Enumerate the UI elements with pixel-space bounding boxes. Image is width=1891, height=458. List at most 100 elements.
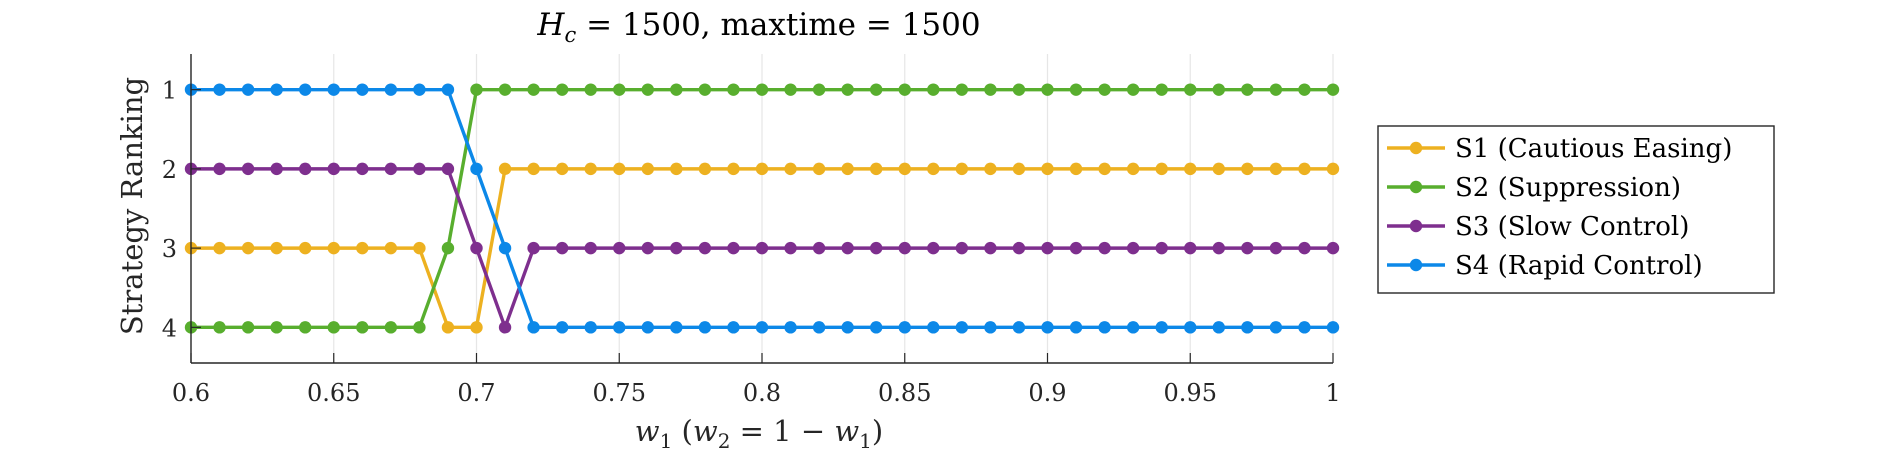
data-point: [384, 321, 398, 334]
data-point: [356, 321, 369, 334]
data-point: [584, 321, 597, 334]
data-point: [470, 83, 483, 96]
data-point: [241, 321, 255, 334]
data-point: [1269, 83, 1283, 96]
data-point: [755, 241, 769, 255]
data-point: [1269, 241, 1283, 255]
data-point: [270, 162, 283, 176]
data-point: [384, 162, 398, 176]
data-point: [1098, 241, 1111, 255]
data-point: [984, 241, 997, 255]
data-point: [1326, 83, 1340, 96]
x-tick-label: 0.65: [307, 379, 360, 407]
legend-entry: S3 (Slow Control): [1387, 212, 1689, 242]
data-point: [584, 83, 597, 96]
data-point: [984, 321, 997, 334]
data-point: [755, 321, 769, 334]
data-point: [1155, 162, 1168, 176]
data-point: [1326, 321, 1340, 334]
x-tick-label: 0.85: [878, 379, 931, 407]
data-point: [698, 83, 712, 96]
data-point: [270, 241, 283, 255]
data-point: [870, 241, 883, 255]
data-point: [841, 241, 854, 255]
data-point: [555, 83, 569, 96]
data-point: [498, 83, 512, 96]
plot-series: [184, 83, 1340, 334]
data-point: [1269, 321, 1283, 334]
data-point: [527, 83, 540, 96]
data-point: [1298, 162, 1311, 176]
data-point: [1326, 162, 1340, 176]
data-point: [1041, 321, 1054, 334]
data-point: [870, 83, 883, 96]
legend-label: S2 (Suppression): [1455, 173, 1681, 203]
data-point: [812, 83, 826, 96]
data-point: [727, 321, 740, 334]
data-point: [641, 83, 654, 96]
legend-swatch-marker: [1409, 180, 1423, 194]
data-point: [984, 162, 997, 176]
data-point: [1126, 83, 1140, 96]
data-point: [641, 241, 654, 255]
y-tick-label: 4: [162, 314, 177, 342]
data-point: [1012, 321, 1026, 334]
data-point: [641, 321, 654, 334]
legend-entry: S4 (Rapid Control): [1387, 251, 1703, 281]
data-point: [470, 321, 483, 334]
data-point: [1269, 162, 1283, 176]
data-point: [1126, 241, 1140, 255]
data-point: [784, 162, 797, 176]
data-point: [1098, 83, 1111, 96]
data-point: [1298, 241, 1311, 255]
legend-label: S1 (Cautious Easing): [1455, 134, 1732, 164]
data-point: [413, 241, 426, 255]
data-point: [213, 83, 226, 96]
data-point: [327, 83, 340, 96]
x-tick-label: 0.95: [1164, 379, 1217, 407]
grid-lines: [190, 54, 1334, 363]
legend-swatch-marker: [1409, 219, 1423, 233]
data-point: [898, 83, 911, 96]
data-point: [1041, 83, 1054, 96]
data-point: [356, 162, 369, 176]
data-point: [641, 162, 654, 176]
data-point: [927, 241, 940, 255]
data-point: [1041, 241, 1054, 255]
data-point: [1098, 321, 1111, 334]
data-point: [613, 321, 626, 334]
data-point: [527, 241, 540, 255]
series-2: [184, 83, 1340, 334]
data-point: [1212, 83, 1226, 96]
data-point: [955, 162, 969, 176]
data-point: [555, 241, 569, 255]
data-point: [327, 321, 340, 334]
data-point: [670, 321, 683, 334]
data-point: [1184, 83, 1197, 96]
data-point: [441, 321, 455, 334]
data-point: [1012, 162, 1026, 176]
data-point: [841, 83, 854, 96]
data-point: [984, 83, 997, 96]
data-point: [698, 241, 712, 255]
series-1: [184, 162, 1340, 334]
data-point: [1212, 162, 1226, 176]
data-point: [1212, 321, 1226, 334]
data-point: [755, 83, 769, 96]
data-point: [1069, 83, 1083, 96]
data-point: [841, 162, 854, 176]
x-tick-label: 0.8: [743, 379, 781, 407]
data-point: [1155, 83, 1168, 96]
data-point: [213, 241, 226, 255]
data-point: [784, 321, 797, 334]
data-point: [413, 321, 426, 334]
data-point: [299, 321, 312, 334]
data-point: [727, 241, 740, 255]
data-point: [1212, 241, 1226, 255]
data-point: [470, 241, 483, 255]
data-point: [299, 241, 312, 255]
data-point: [1126, 321, 1140, 334]
data-point: [441, 162, 455, 176]
data-point: [1241, 83, 1254, 96]
data-point: [1126, 162, 1140, 176]
